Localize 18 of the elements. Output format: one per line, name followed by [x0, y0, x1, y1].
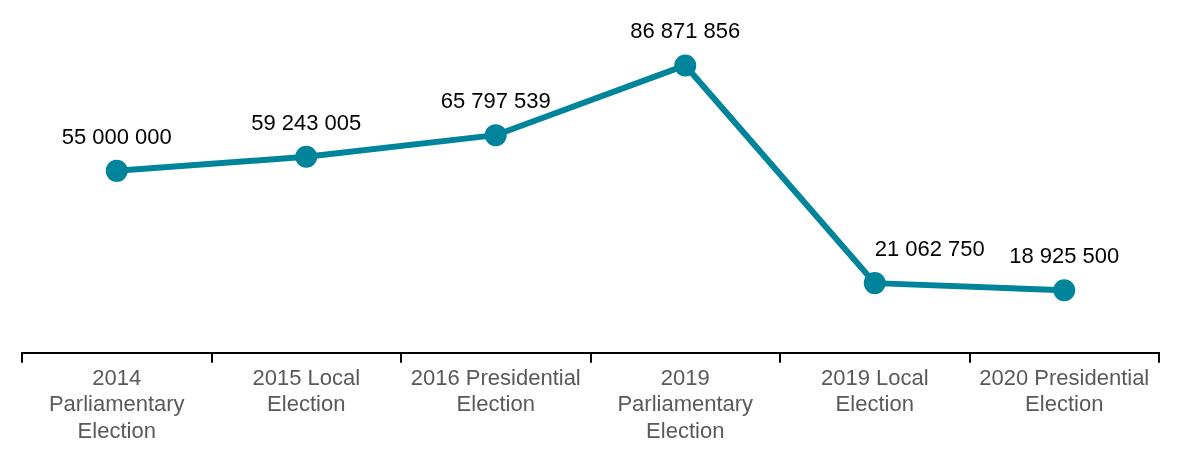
point: [484, 124, 507, 147]
x-tick-label: 2020 Presidential Election: [979, 365, 1150, 417]
x-tick-label: 2019 Parliamentary Election: [617, 365, 754, 443]
x-tick-label: 2019 Local Election: [820, 365, 929, 417]
x-tick-label: 2014 Parliamentary Election: [48, 365, 185, 443]
data-label: 65 797 539: [440, 88, 551, 114]
data-label: 55 000 000: [61, 123, 172, 149]
point: [863, 272, 886, 295]
x-tick-label: 2015 Local Election: [252, 365, 361, 417]
point: [295, 145, 318, 168]
data-label: 21 062 750: [874, 236, 985, 262]
x-tick-label: 2016 Presidential Election: [410, 365, 581, 417]
data-label: 18 925 500: [1009, 243, 1120, 269]
data-label: 86 871 856: [630, 18, 741, 44]
data-label: 59 243 005: [251, 109, 362, 135]
point: [105, 159, 128, 182]
point: [1053, 279, 1076, 302]
point: [674, 54, 697, 77]
